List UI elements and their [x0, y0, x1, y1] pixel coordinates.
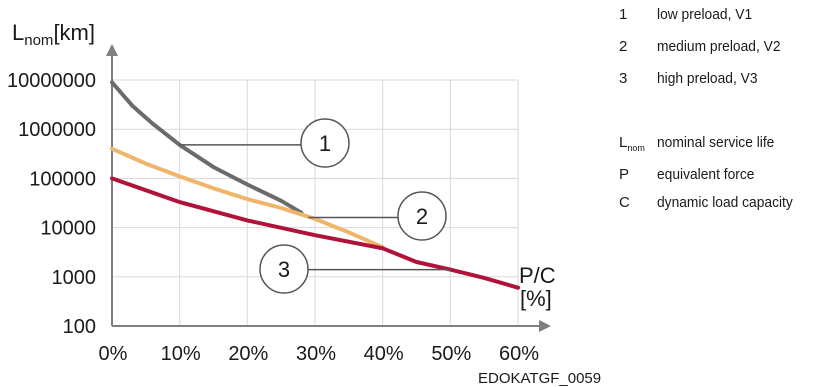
- legend-item-number: 2: [619, 38, 628, 55]
- legend-item-number: 1: [619, 6, 628, 23]
- y-axis-label: Lnom[km]: [12, 20, 95, 49]
- callout-number-2: 2: [416, 204, 428, 229]
- y-tick-label: 1000: [52, 267, 97, 289]
- x-tick-label: 50%: [431, 343, 471, 365]
- x-tick-label: 30%: [296, 343, 336, 365]
- series-line-2: [110, 146, 385, 250]
- callouts: 1 2 3: [179, 118, 451, 294]
- callout-number-1: 1: [319, 131, 331, 156]
- symbol-key: P: [619, 166, 630, 183]
- x-axis-label-bottom: [%]: [520, 286, 552, 311]
- grid: [112, 79, 519, 326]
- series-line-1: [110, 80, 304, 215]
- callout-circle-2: [397, 191, 447, 241]
- legend-item-label: low preload, V1: [657, 6, 753, 23]
- x-tick-label: 60%: [499, 343, 539, 365]
- x-tick-label: 0%: [99, 343, 128, 365]
- axes: [106, 44, 551, 332]
- y-axis-arrow: [106, 44, 118, 56]
- series-line-3: [110, 176, 520, 290]
- callout-circle-3: [259, 244, 309, 294]
- callout-circle-1: [300, 118, 350, 168]
- y-tick-label: 100: [63, 316, 96, 338]
- y-tick-label: 1000000: [18, 119, 96, 141]
- y-tick-label: 100000: [29, 168, 96, 190]
- callout-number-3: 3: [278, 257, 290, 282]
- legend-item-number: 3: [619, 70, 628, 87]
- legend: 1 low preload, V1 2 medium preload, V2 3…: [619, 0, 833, 260]
- x-axis-label-top: P/C: [519, 263, 556, 288]
- y-tick-label: 10000: [40, 218, 96, 240]
- legend-item-label: high preload, V3: [657, 70, 758, 87]
- y-tick-label: 10000000: [7, 70, 96, 92]
- series-lines: [110, 80, 520, 290]
- symbol-description: dynamic load capacity: [657, 194, 793, 211]
- x-axis-arrow: [539, 320, 551, 332]
- legend-item-label: medium preload, V2: [657, 38, 781, 55]
- figure-id-watermark: EDOKATGF_0059: [478, 370, 601, 387]
- symbol-key: C: [619, 194, 630, 211]
- x-tick-label: 20%: [228, 343, 268, 365]
- x-tick-label: 10%: [161, 343, 201, 365]
- symbol-description: equivalent force: [657, 166, 755, 183]
- symbol-key: Lnom: [619, 134, 645, 153]
- tick-labels: 100 1000 10000 100000 1000000 10000000 0% 10% 20…: [7, 70, 539, 365]
- symbol-description: nominal service life: [657, 134, 775, 151]
- x-tick-label: 40%: [364, 343, 404, 365]
